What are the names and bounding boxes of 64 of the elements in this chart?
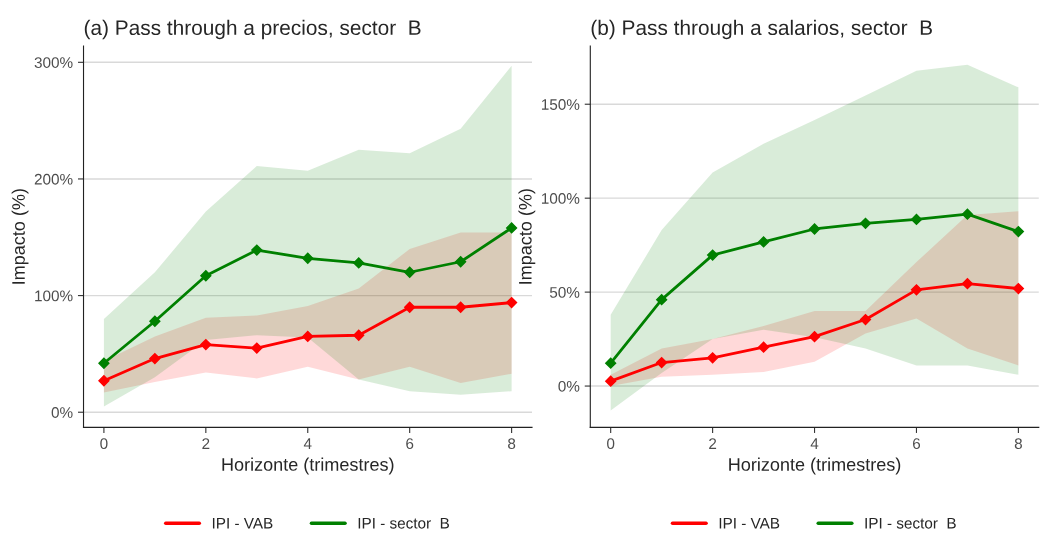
point <box>251 342 263 354</box>
point <box>506 296 518 309</box>
y-tick-label: 0% <box>51 407 73 418</box>
x-axis-title: Horizonte (trimestres) <box>222 457 394 475</box>
point <box>353 329 365 341</box>
x-tick-label: 6 <box>406 438 414 450</box>
point <box>757 341 770 353</box>
point <box>98 375 110 387</box>
legend-label: IPI - VAB <box>719 517 780 529</box>
x-tick-label: 4 <box>810 438 819 449</box>
legend-label: IPI - sector B <box>358 517 450 529</box>
point <box>149 352 161 365</box>
point <box>506 222 518 234</box>
point <box>605 375 617 387</box>
point <box>200 338 212 351</box>
y-tick-label: 150% <box>541 99 580 110</box>
point <box>149 315 161 327</box>
x-tick-label: 2 <box>709 438 717 449</box>
legend-label: IPI - VAB <box>212 517 273 529</box>
point <box>302 330 314 343</box>
point <box>98 357 110 369</box>
legend-label: IPI - sector B <box>865 517 956 529</box>
point <box>302 252 314 264</box>
y-tick-label: 100% <box>541 193 580 204</box>
y-tick-label: 100% <box>35 290 73 302</box>
x-tick-label: 8 <box>1014 438 1022 450</box>
point <box>707 249 719 261</box>
point <box>455 256 467 268</box>
point <box>808 331 821 343</box>
chart-title: (b) Pass through a salarios, sector B <box>591 19 932 40</box>
point <box>910 284 923 296</box>
point <box>455 301 467 313</box>
y-tick-label: 0% <box>558 380 580 392</box>
y-tick-label: 200% <box>34 173 73 185</box>
point <box>251 244 263 256</box>
point <box>605 357 617 369</box>
x-tick-label: 8 <box>508 438 516 450</box>
point <box>353 257 365 269</box>
point <box>656 356 668 369</box>
x-tick-label: 0 <box>100 438 108 450</box>
y-tick-label: 300% <box>34 57 73 68</box>
chart-title: (a) Pass through a precios, sector B <box>84 19 421 40</box>
point <box>1012 282 1024 295</box>
x-tick-label: 0 <box>607 438 615 450</box>
y-axis-title: Impacto (%) <box>11 189 29 284</box>
x-tick-label: 6 <box>913 438 921 450</box>
y-axis-title: Impacto (%) <box>518 189 536 284</box>
point <box>1012 226 1024 238</box>
point <box>961 208 974 220</box>
point <box>757 236 770 248</box>
y-tick-label: 50% <box>549 286 580 298</box>
x-tick-label: 4 <box>303 438 312 449</box>
x-axis-title: Horizonte (trimestres) <box>729 457 901 475</box>
point <box>200 270 212 282</box>
x-tick-label: 2 <box>202 438 210 449</box>
point <box>910 213 923 226</box>
point <box>859 313 872 326</box>
point <box>707 352 719 364</box>
point <box>859 217 872 229</box>
point <box>961 278 974 290</box>
point <box>404 301 416 313</box>
point <box>404 266 416 278</box>
point <box>656 294 668 306</box>
point <box>808 223 821 235</box>
